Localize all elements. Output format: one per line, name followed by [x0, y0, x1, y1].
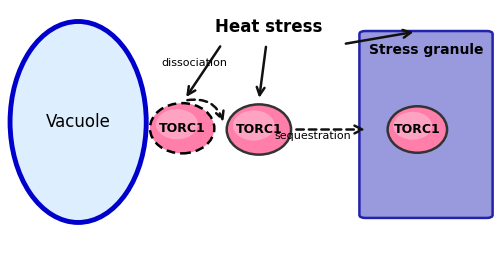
Ellipse shape — [10, 22, 146, 223]
Text: TORC1: TORC1 — [159, 122, 206, 135]
Text: Stress granule: Stress granule — [369, 43, 484, 57]
Ellipse shape — [226, 104, 291, 155]
Ellipse shape — [394, 112, 432, 140]
Text: sequestration: sequestration — [274, 131, 350, 141]
Text: Heat stress: Heat stress — [215, 18, 322, 36]
Ellipse shape — [233, 110, 274, 140]
Ellipse shape — [388, 106, 447, 153]
Text: Vacuole: Vacuole — [46, 113, 110, 131]
Text: dissociation: dissociation — [162, 58, 228, 68]
FancyBboxPatch shape — [360, 31, 492, 218]
Text: TORC1: TORC1 — [236, 123, 282, 136]
Ellipse shape — [156, 109, 198, 139]
Ellipse shape — [150, 103, 214, 153]
Text: TORC1: TORC1 — [394, 123, 440, 136]
